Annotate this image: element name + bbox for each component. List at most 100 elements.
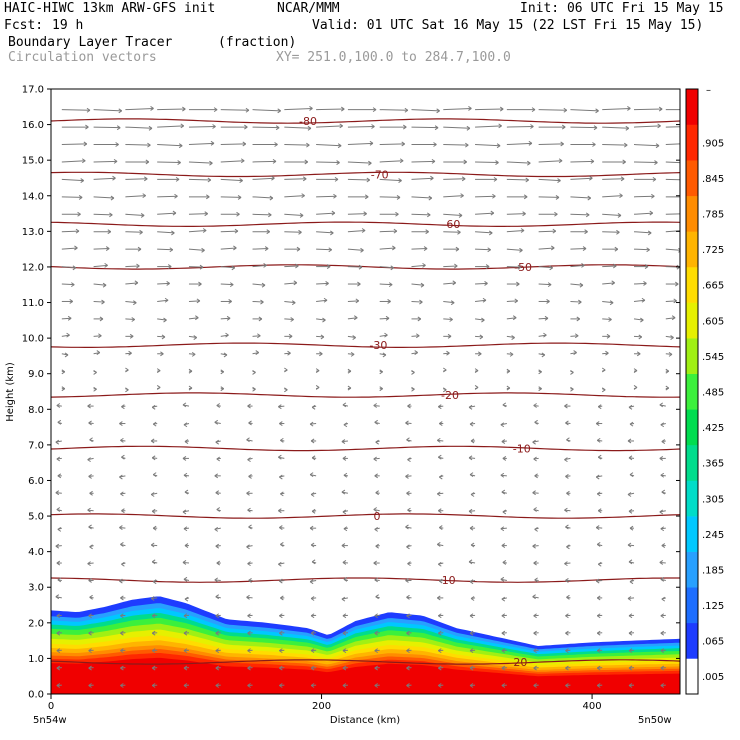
wind-vector	[538, 283, 552, 286]
wind-vector-head	[169, 247, 174, 253]
wind-vector-head	[501, 665, 506, 671]
wind-vector	[347, 335, 356, 339]
y-tick-label: 5.0	[28, 512, 44, 523]
colorbar-label: .365	[702, 459, 724, 470]
colorbar-label: .665	[702, 281, 724, 292]
wind-vector-head	[310, 613, 315, 619]
wind-vector-head	[565, 420, 569, 426]
wind-vector-head	[405, 524, 409, 530]
wind-vector	[570, 109, 599, 112]
wind-vector-head	[371, 124, 375, 129]
wind-vector-head	[245, 107, 250, 113]
colorbar-label: .245	[702, 530, 724, 541]
wind-vector-head	[311, 455, 316, 461]
wind-vector-head	[57, 473, 62, 479]
wind-vector-head	[319, 351, 323, 357]
wind-vector-head	[532, 439, 536, 445]
contour-line	[51, 342, 680, 348]
wind-vector-head	[88, 613, 92, 619]
wind-vector-head	[309, 106, 313, 111]
wind-vector-head	[216, 456, 221, 462]
wind-vector-head	[72, 265, 77, 271]
x-tick-label: 400	[583, 701, 602, 712]
wind-vector-head	[342, 613, 347, 619]
wind-vector-head	[470, 596, 475, 601]
wind-vector-head	[565, 474, 569, 479]
colorbar-swatch	[686, 160, 698, 197]
wind-vector-head	[56, 456, 61, 462]
wind-vector	[347, 178, 370, 181]
wind-vector-head	[78, 195, 83, 200]
wind-vector	[252, 126, 280, 129]
wind-vector-head	[373, 403, 377, 408]
wind-vector-head	[406, 437, 410, 443]
wind-vector	[188, 125, 216, 128]
wind-vector-head	[534, 526, 538, 532]
wind-vector-head	[470, 438, 475, 444]
wind-vector-head	[247, 648, 251, 654]
wind-vector-head	[152, 525, 157, 531]
wind-vector-head	[661, 596, 666, 602]
wind-vector	[252, 248, 269, 250]
wind-vector-head	[454, 263, 458, 269]
wind-vector-head	[570, 386, 574, 392]
wind-vector-head	[310, 630, 315, 636]
wind-vector	[157, 108, 186, 111]
wind-vector	[443, 282, 456, 285]
wind-vector-head	[119, 578, 123, 584]
wind-vector-head	[220, 369, 225, 375]
wind-vector	[316, 248, 332, 251]
wind-vector-head	[340, 106, 345, 112]
wind-vector-head	[596, 595, 601, 601]
wind-vector-head	[143, 176, 148, 182]
wind-vector-head	[55, 439, 60, 445]
wind-vector-head	[89, 437, 93, 443]
wind-vector-head	[216, 507, 221, 512]
wind-vector	[570, 126, 598, 129]
wind-vector-head	[601, 387, 606, 393]
wind-vector-head	[150, 492, 155, 497]
wind-vector-head	[628, 455, 633, 461]
colorbar-swatch	[686, 658, 698, 695]
wind-vector-head	[225, 332, 229, 338]
wind-vector-head	[647, 230, 652, 236]
wind-vector-head	[183, 472, 188, 478]
wind-vector-head	[304, 159, 309, 165]
wind-vector	[188, 335, 197, 339]
wind-vector	[602, 126, 629, 129]
wind-vector-head	[96, 350, 101, 355]
wind-vector-head	[438, 630, 442, 636]
wind-vector-head	[616, 229, 620, 235]
colorbar-label: .785	[702, 210, 724, 221]
wind-vector	[347, 161, 372, 164]
wind-vector-head	[196, 298, 201, 304]
wind-vector	[347, 266, 362, 268]
wind-vector	[61, 283, 75, 286]
wind-vector-head	[519, 247, 523, 253]
wind-vector	[506, 161, 531, 164]
wind-vector	[506, 230, 525, 233]
wind-vector-head	[533, 648, 537, 654]
wind-vector-head	[566, 490, 570, 496]
wind-vector	[61, 160, 86, 163]
wind-vector-head	[134, 280, 139, 286]
wind-vector	[61, 109, 90, 111]
wind-vector-head	[274, 142, 278, 147]
colorbar-label: .905	[702, 138, 724, 149]
wind-vector-head	[533, 613, 537, 619]
wind-vector-head	[166, 281, 170, 286]
wind-vector-head	[651, 193, 655, 199]
wind-vector	[506, 125, 534, 128]
wind-vector-head	[406, 594, 410, 600]
wind-vector-head	[500, 526, 505, 532]
wind-vector-head	[620, 176, 625, 182]
wind-vector	[220, 160, 245, 163]
wind-vector	[188, 317, 199, 320]
wind-vector	[665, 317, 676, 320]
wind-vector-head	[121, 404, 125, 410]
wind-vector-head	[523, 194, 528, 200]
wind-vector-head	[596, 683, 601, 688]
wind-vector-head	[531, 107, 536, 113]
wind-vector-head	[665, 368, 670, 374]
wind-vector-head	[501, 683, 506, 688]
